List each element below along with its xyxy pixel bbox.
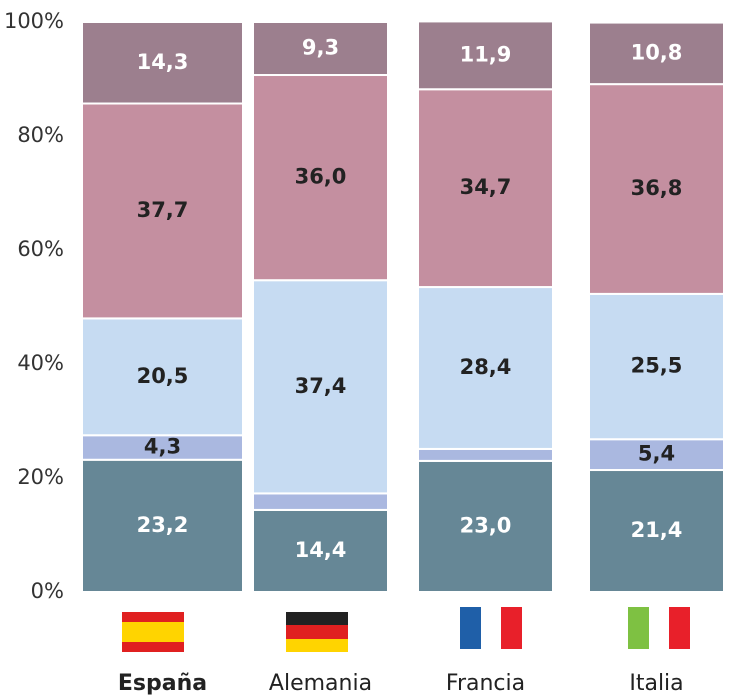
flag-germany — [286, 612, 348, 652]
bar-segment — [588, 83, 725, 295]
data-label: 14,4 — [295, 538, 347, 562]
data-label: 36,0 — [295, 165, 347, 189]
bar-segment — [588, 21, 725, 86]
data-label: 9,3 — [302, 36, 339, 60]
flag-spain — [122, 612, 184, 652]
data-label: 28,4 — [460, 355, 512, 379]
data-label: 23,0 — [460, 513, 512, 537]
y-tick-label: 0% — [31, 579, 64, 603]
bar-segment — [81, 317, 244, 437]
y-tick-label: 80% — [17, 123, 64, 147]
data-label: 20,5 — [137, 364, 189, 388]
x-tick-label: Alemania — [269, 671, 372, 696]
data-label: 21,4 — [631, 518, 683, 542]
bar-segment — [81, 102, 244, 320]
data-label: 37,7 — [137, 198, 189, 222]
x-tick-label: Francia — [446, 671, 525, 696]
bar-segment — [252, 508, 389, 594]
y-tick-label: 100% — [4, 9, 64, 33]
data-label: 10,8 — [631, 40, 683, 64]
data-label: 34,7 — [460, 175, 512, 199]
data-label: 37,4 — [295, 374, 347, 398]
data-label: 5,4 — [638, 442, 675, 466]
bar-segment — [252, 74, 389, 282]
data-label: 14,3 — [137, 50, 189, 74]
data-label: 11,9 — [460, 42, 512, 66]
flag-france — [460, 607, 522, 649]
y-tick-label: 20% — [17, 465, 64, 489]
bar-segment — [588, 292, 725, 441]
flag-italy — [628, 607, 690, 649]
data-label: 4,3 — [144, 435, 181, 459]
data-label: 25,5 — [631, 354, 683, 378]
bar-segment — [252, 21, 389, 77]
data-label: 36,8 — [631, 176, 683, 200]
y-tick-label: 60% — [17, 237, 64, 261]
bar-segment — [252, 492, 389, 511]
y-tick-label: 40% — [17, 351, 64, 375]
data-label: 23,2 — [137, 513, 189, 537]
bar-segment — [81, 21, 244, 105]
bar-segment — [417, 20, 554, 91]
bar-segment — [588, 438, 725, 472]
bar-segment — [417, 88, 554, 289]
bar-segment — [252, 279, 389, 495]
x-tick-label: España — [118, 671, 207, 696]
bar-segment — [81, 458, 244, 594]
bar-segment — [417, 459, 554, 593]
bar-segment — [417, 447, 554, 462]
x-tick-label: Italia — [629, 671, 683, 696]
bar-segment — [588, 469, 725, 593]
